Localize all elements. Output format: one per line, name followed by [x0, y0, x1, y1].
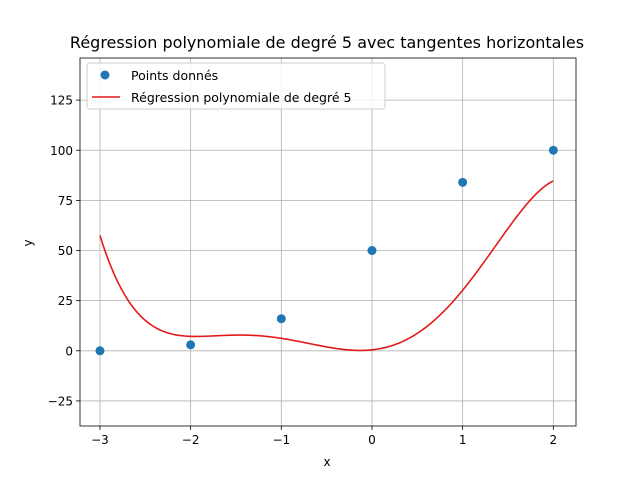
y-tick-label: 75 [58, 194, 73, 208]
x-tick-label: −3 [91, 433, 109, 447]
legend-scatter-marker [100, 70, 110, 80]
y-tick-label: 50 [58, 244, 73, 258]
legend-box [86, 62, 386, 110]
y-tick-label: 0 [65, 344, 73, 358]
y-axis-ticks: −25 0 25 50 75 100 125 [48, 94, 80, 408]
x-tick-label: 2 [550, 433, 558, 447]
x-axis-ticks: −3 −2 −1 0 1 2 [91, 426, 557, 447]
data-point [186, 340, 196, 350]
x-tick-label: −2 [182, 433, 200, 447]
regression-curve [99, 180, 554, 352]
data-point [367, 246, 377, 256]
x-tick-label: 1 [459, 433, 467, 447]
legend-label-curve: Régression polynomiale de degré 5 [131, 90, 351, 105]
y-tick-label: 25 [58, 294, 73, 308]
legend: Points donnés Régression polynomiale de … [86, 62, 386, 110]
data-point [95, 346, 105, 356]
plot-frame [79, 57, 577, 427]
y-tick-label: 100 [50, 144, 73, 158]
chart-title: Régression polynomiale de degré 5 avec t… [70, 33, 584, 52]
x-tick-label: 0 [368, 433, 376, 447]
grid [80, 58, 576, 426]
x-axis-label: x [323, 455, 330, 469]
data-point [548, 145, 558, 155]
data-points [95, 145, 558, 356]
y-axis-label: y [21, 239, 35, 246]
legend-label-points: Points donnés [131, 68, 218, 83]
y-tick-label: 125 [50, 94, 73, 108]
data-point [276, 314, 286, 324]
plot-area [95, 145, 558, 356]
y-tick-label: −25 [48, 394, 73, 408]
data-point [458, 177, 468, 187]
x-tick-label: −1 [272, 433, 290, 447]
